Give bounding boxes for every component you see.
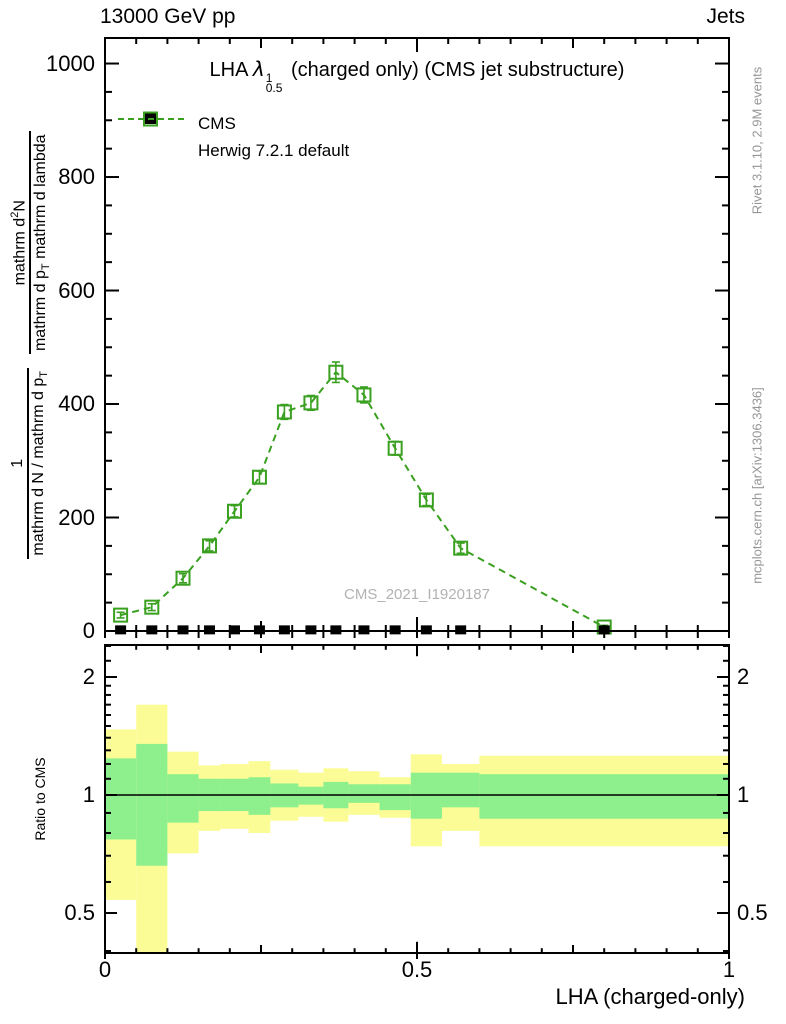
legend-entry-herwig: Herwig 7.2.1 default xyxy=(118,111,350,164)
herwig-marker xyxy=(144,599,160,615)
herwig-marker xyxy=(175,570,191,586)
cms-marker xyxy=(177,625,189,635)
herwig-marker xyxy=(328,364,344,380)
herwig-marker xyxy=(453,540,469,556)
ylabel-frac2-num-b: N xyxy=(11,200,29,212)
x-tick-label: 0 xyxy=(98,957,112,982)
legend-label-cms: CMS xyxy=(198,113,236,133)
rivet-version-note: Rivet 3.1.10, 2.9M events xyxy=(749,66,765,215)
main-y-axis-label: 1 mathrm d N / mathrm d pT mathrm d2N ma… xyxy=(3,27,59,663)
title-lambda-indices: 1 0.5 xyxy=(265,71,283,95)
ratio-y-tick-label-right: 0.5 xyxy=(737,900,768,925)
cms-marker xyxy=(228,625,240,635)
x-axis-label: LHA (charged-only) xyxy=(555,984,745,1009)
herwig-marker xyxy=(418,492,434,508)
cms-marker xyxy=(330,625,342,635)
main-y-tick-label: 800 xyxy=(58,164,95,190)
ratio-y-tick-label-left: 0.5 xyxy=(64,900,95,925)
cms-data-points xyxy=(115,625,610,635)
cms-marker xyxy=(358,625,370,635)
ylabel-frac1-den-sub: T xyxy=(38,371,51,378)
beam-energy-label: 13000 GeV pp xyxy=(100,5,236,28)
axis-ticks xyxy=(104,38,730,959)
main-y-tick-label: 0 xyxy=(82,618,95,643)
band-bin xyxy=(167,774,199,823)
title-superscript: 1 xyxy=(265,71,273,85)
herwig-curve xyxy=(113,361,612,635)
plot-title: LHA λ 1 0.5 (charged only) (CMS jet substr… xyxy=(105,57,729,95)
band-bin xyxy=(136,743,168,866)
herwig-marker xyxy=(303,395,319,411)
main-y-tick-label: 1000 xyxy=(46,50,95,76)
ratio-y-tick-label-left: 1 xyxy=(82,782,95,807)
cms-marker xyxy=(146,625,158,635)
ratio-y-tick-label-right: 1 xyxy=(737,782,750,807)
main-y-tick-label: 200 xyxy=(58,504,95,530)
cms-marker xyxy=(420,625,432,635)
band-bin xyxy=(441,772,480,808)
ylabel-frac2-num-sup: 2 xyxy=(8,211,21,218)
cms-marker xyxy=(253,625,265,635)
ratio-y-tick-label-left: 2 xyxy=(82,664,95,689)
band-bin xyxy=(348,784,380,803)
cms-marker xyxy=(455,625,467,635)
ylabel-frac2-num-a: mathrm d xyxy=(11,217,29,286)
herwig-marker xyxy=(251,469,267,485)
title-lambda-symbol: λ xyxy=(252,57,265,81)
analysis-topic-label: Jets xyxy=(706,5,745,28)
legend-label-herwig: Herwig 7.2.1 default xyxy=(198,140,350,160)
mcplots-reference-note: mcplots.cern.ch [arXiv:1306.3436] xyxy=(749,387,765,584)
cms-marker xyxy=(204,625,216,635)
ylabel-frac2-den-b: mathrm d lambda xyxy=(32,134,50,264)
herwig-marker xyxy=(226,503,242,519)
main-y-tick-label: 400 xyxy=(58,391,95,416)
ylabel-frac2-numerator: mathrm d2N xyxy=(6,197,29,288)
herwig-marker xyxy=(113,607,129,623)
herwig-marker xyxy=(387,440,403,456)
ylabel-frac2-den-sub: T xyxy=(40,263,53,271)
band-bin xyxy=(479,774,729,819)
ratio-y-tick-label-right: 2 xyxy=(737,664,750,689)
cms-marker xyxy=(305,625,317,635)
legend: CMS Herwig 7.2.1 default xyxy=(118,110,349,164)
cms-marker xyxy=(389,625,401,635)
x-tick-label: 1 xyxy=(722,957,736,982)
herwig-marker xyxy=(356,387,372,403)
analysis-id-watermark: CMS_2021_I1920187 xyxy=(344,586,490,603)
x-tick-label: 0.5 xyxy=(401,957,433,982)
ylabel-frac1-numerator: 1 xyxy=(8,458,26,468)
herwig-marker xyxy=(202,538,218,554)
band-bin xyxy=(105,758,137,840)
band-bin xyxy=(248,777,271,815)
ratio-uncertainty-bands xyxy=(105,704,729,953)
band-bin xyxy=(379,784,411,811)
cms-marker xyxy=(278,625,290,635)
herwig-marker xyxy=(276,404,292,420)
title-suffix: (charged only) (CMS jet substructure) xyxy=(285,59,625,81)
cms-marker xyxy=(115,625,127,635)
main-y-tick-label: 600 xyxy=(58,277,95,303)
title-prefix: LHA xyxy=(209,59,253,81)
title-subscript: 0.5 xyxy=(265,81,283,95)
